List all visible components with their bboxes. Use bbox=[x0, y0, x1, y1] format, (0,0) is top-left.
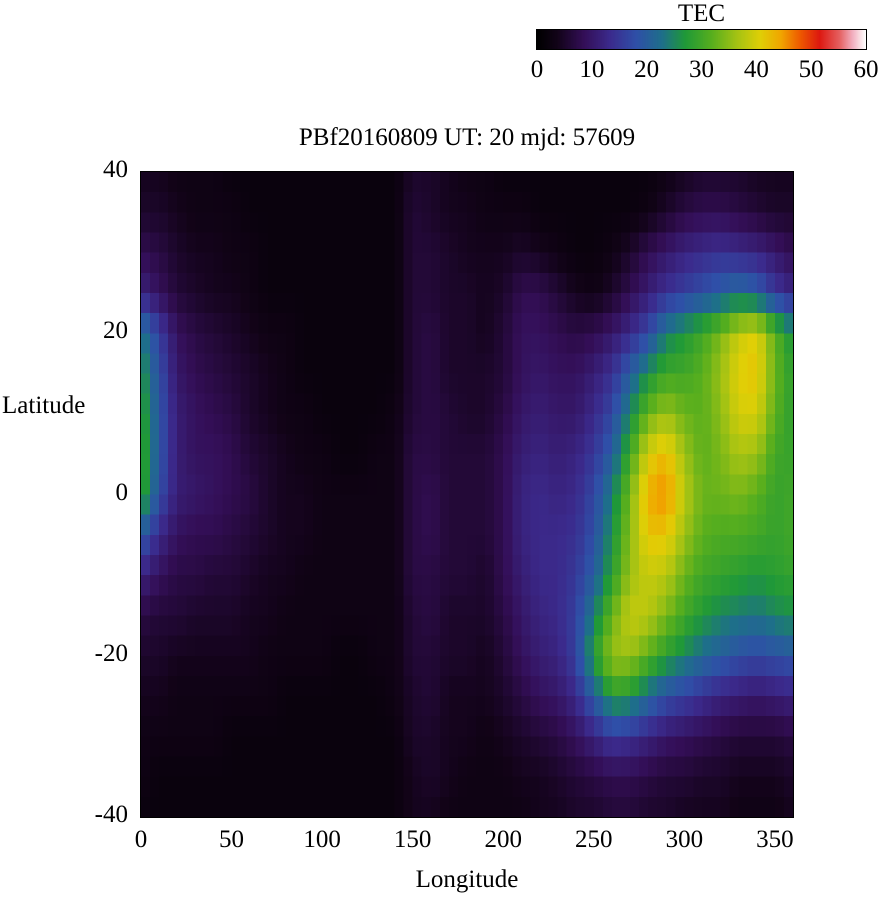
colorbar-tick-label: 40 bbox=[743, 56, 769, 83]
heatmap-canvas bbox=[140, 171, 794, 818]
x-tick-label: 150 bbox=[393, 826, 432, 853]
colorbar bbox=[536, 29, 867, 50]
colorbar-title: TEC bbox=[677, 0, 726, 27]
x-tick-label: 100 bbox=[303, 826, 341, 853]
x-tick-label: 0 bbox=[134, 826, 148, 853]
y-axis-label: Latitude bbox=[2, 392, 86, 419]
y-tick-label: 20 bbox=[103, 317, 128, 345]
y-tick-label: -40 bbox=[94, 801, 128, 828]
colorbar-tick-label: 30 bbox=[689, 56, 714, 83]
y-tick-label: 0 bbox=[115, 478, 129, 506]
colorbar-tick-label: 0 bbox=[530, 56, 544, 83]
colorbar-gradient-canvas bbox=[537, 30, 866, 49]
x-tick-label: 50 bbox=[219, 826, 245, 853]
y-tick-label: 40 bbox=[103, 156, 128, 183]
x-tick-label: 300 bbox=[665, 826, 704, 853]
colorbar-tick-label: 50 bbox=[798, 56, 824, 83]
colorbar-tick-label: 20 bbox=[634, 56, 660, 83]
x-tick-label: 350 bbox=[756, 826, 794, 853]
plot-title: PBf20160809 UT: 20 mjd: 57609 bbox=[298, 124, 636, 151]
colorbar-tick-label: 60 bbox=[853, 56, 878, 83]
x-axis-label: Longitude bbox=[415, 866, 519, 893]
x-tick-label: 200 bbox=[484, 826, 522, 853]
colorbar-tick-label: 10 bbox=[579, 56, 605, 83]
y-tick-label: -20 bbox=[94, 639, 128, 667]
x-tick-label: 250 bbox=[575, 826, 613, 853]
